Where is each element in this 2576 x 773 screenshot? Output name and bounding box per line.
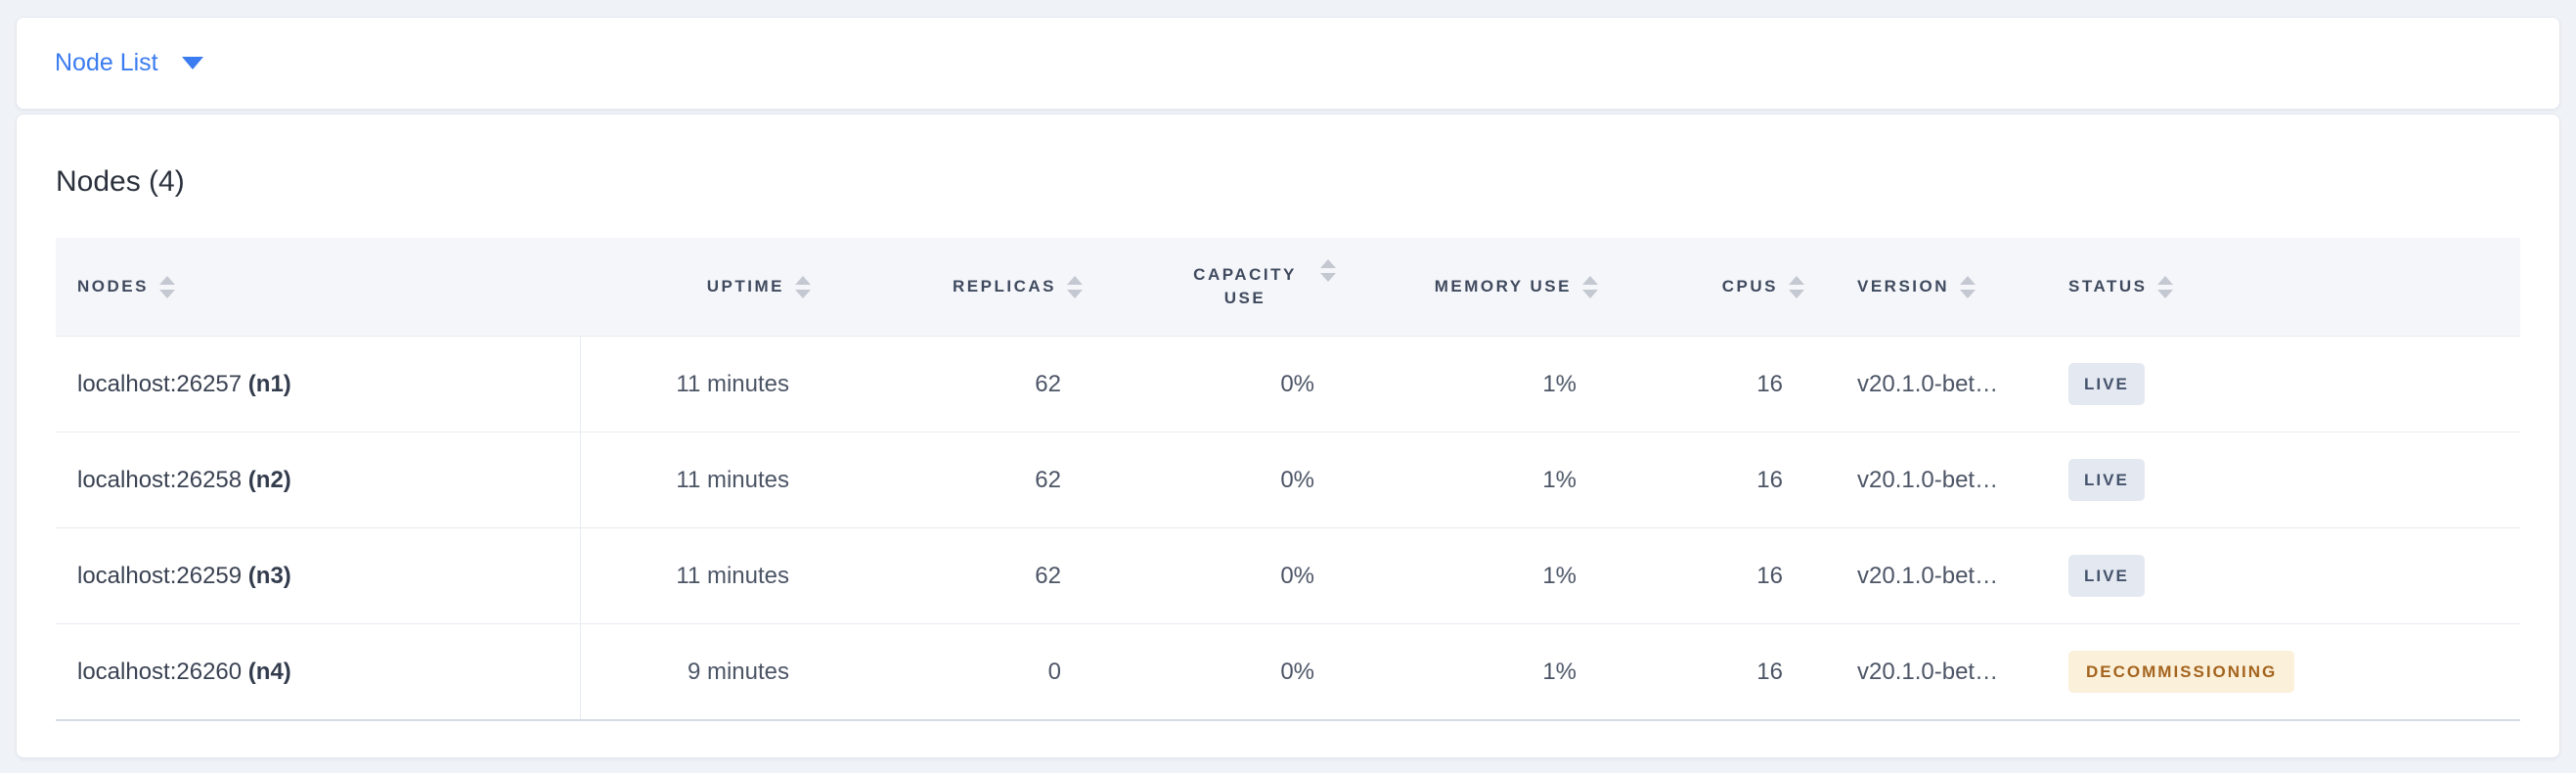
cell-nodes: localhost:26260 (n4) <box>56 623 581 721</box>
column-header-version[interactable]: VERSION <box>1816 238 2045 337</box>
cell-uptime: 11 minutes <box>580 336 822 432</box>
cell-uptime: 11 minutes <box>580 432 822 528</box>
view-selector-dropdown[interactable]: Node List <box>55 51 203 75</box>
cell-replicas: 62 <box>822 527 1094 624</box>
column-header-capacity_use[interactable]: CAPACITY USE <box>1094 238 1348 337</box>
sort-icon <box>2157 275 2174 298</box>
chevron-down-icon <box>181 57 203 69</box>
table-row: localhost:26260 (n4) 9 minutes 0 0% 1% 16 v20.… <box>56 623 2520 721</box>
cell-memory_use: 1% <box>1348 623 1610 721</box>
column-header-uptime[interactable]: UPTIME <box>580 238 822 337</box>
status-badge: LIVE <box>2068 363 2145 405</box>
column-header-label: CPUS <box>1721 277 1778 296</box>
nodes-table: NODES UPTIME REPLICAS CAPACITY USE MEMORY US… <box>56 238 2520 721</box>
sort-icon <box>795 275 811 298</box>
view-selector-label: Node List <box>55 49 158 76</box>
cell-cpus: 16 <box>1610 432 1816 528</box>
node-address: localhost:26258 <box>77 466 248 493</box>
cell-cpus: 16 <box>1610 336 1816 432</box>
column-header-status[interactable]: STATUS <box>2045 238 2520 337</box>
sort-icon <box>1067 275 1083 298</box>
cell-capacity_use: 0% <box>1094 527 1348 624</box>
view-selector-bar: Node List <box>16 17 2560 110</box>
cell-capacity_use: 0% <box>1094 623 1348 721</box>
cell-replicas: 62 <box>822 336 1094 432</box>
node-id: (n2) <box>247 466 291 493</box>
status-badge: DECOMMISSIONING <box>2068 651 2295 693</box>
sort-icon <box>1789 275 1804 298</box>
cell-cpus: 16 <box>1610 527 1816 624</box>
cell-status: LIVE <box>2045 527 2520 624</box>
cell-status: LIVE <box>2045 336 2520 432</box>
table-row: localhost:26258 (n2) 11 minutes 62 0% 1% 16 v2… <box>56 432 2520 528</box>
cell-memory_use: 1% <box>1348 527 1610 624</box>
cell-memory_use: 1% <box>1348 432 1610 528</box>
column-header-nodes[interactable]: NODES <box>56 238 580 337</box>
node-id: (n1) <box>247 370 291 397</box>
cell-nodes: localhost:26258 (n2) <box>56 432 581 528</box>
page-title: Nodes (4) <box>56 165 185 198</box>
cell-version: v20.1.0-bet… <box>1816 336 2045 432</box>
cell-status: DECOMMISSIONING <box>2045 623 2520 721</box>
column-header-label: MEMORY USE <box>1434 277 1572 296</box>
node-id: (n4) <box>247 658 291 685</box>
table-header: NODES UPTIME REPLICAS CAPACITY USE MEMORY US… <box>56 238 2520 337</box>
cell-version: v20.1.0-bet… <box>1816 432 2045 528</box>
node-id: (n3) <box>247 562 291 589</box>
cell-replicas: 62 <box>822 432 1094 528</box>
sort-icon <box>1960 275 1976 298</box>
column-header-label: REPLICAS <box>953 277 1056 296</box>
node-address: localhost:26260 <box>77 658 248 685</box>
cell-replicas: 0 <box>822 623 1094 721</box>
column-header-cpus[interactable]: CPUS <box>1610 238 1816 337</box>
column-header-label: UPTIME <box>706 277 784 296</box>
cell-uptime: 9 minutes <box>580 623 822 721</box>
table-row: localhost:26257 (n1) 11 minutes 62 0% 1% 16 v2… <box>56 336 2520 432</box>
sort-icon <box>1320 259 1336 282</box>
cell-capacity_use: 0% <box>1094 336 1348 432</box>
column-header-label: VERSION <box>1857 277 1950 296</box>
node-address: localhost:26259 <box>77 562 248 589</box>
cell-memory_use: 1% <box>1348 336 1610 432</box>
sort-icon <box>158 275 175 298</box>
column-header-label: CAPACITY USE <box>1193 265 1297 307</box>
cell-cpus: 16 <box>1610 623 1816 721</box>
cell-capacity_use: 0% <box>1094 432 1348 528</box>
cell-version: v20.1.0-bet… <box>1816 623 2045 721</box>
column-header-replicas[interactable]: REPLICAS <box>822 238 1094 337</box>
cell-nodes: localhost:26259 (n3) <box>56 527 581 624</box>
cell-uptime: 11 minutes <box>580 527 822 624</box>
column-header-label: NODES <box>77 277 149 296</box>
node-address: localhost:26257 <box>77 370 248 397</box>
status-badge: LIVE <box>2068 459 2145 501</box>
table-row: localhost:26259 (n3) 11 minutes 62 0% 1% 16 v2… <box>56 527 2520 624</box>
cell-version: v20.1.0-bet… <box>1816 527 2045 624</box>
cell-status: LIVE <box>2045 432 2520 528</box>
status-badge: LIVE <box>2068 555 2145 597</box>
column-header-label: STATUS <box>2068 277 2148 296</box>
column-header-memory_use[interactable]: MEMORY USE <box>1348 238 1610 337</box>
cell-nodes: localhost:26257 (n1) <box>56 336 581 432</box>
sort-icon <box>1582 275 1598 298</box>
nodes-panel: Nodes (4) NODES UPTIME REPLICAS CAPACITY US… <box>16 114 2560 758</box>
